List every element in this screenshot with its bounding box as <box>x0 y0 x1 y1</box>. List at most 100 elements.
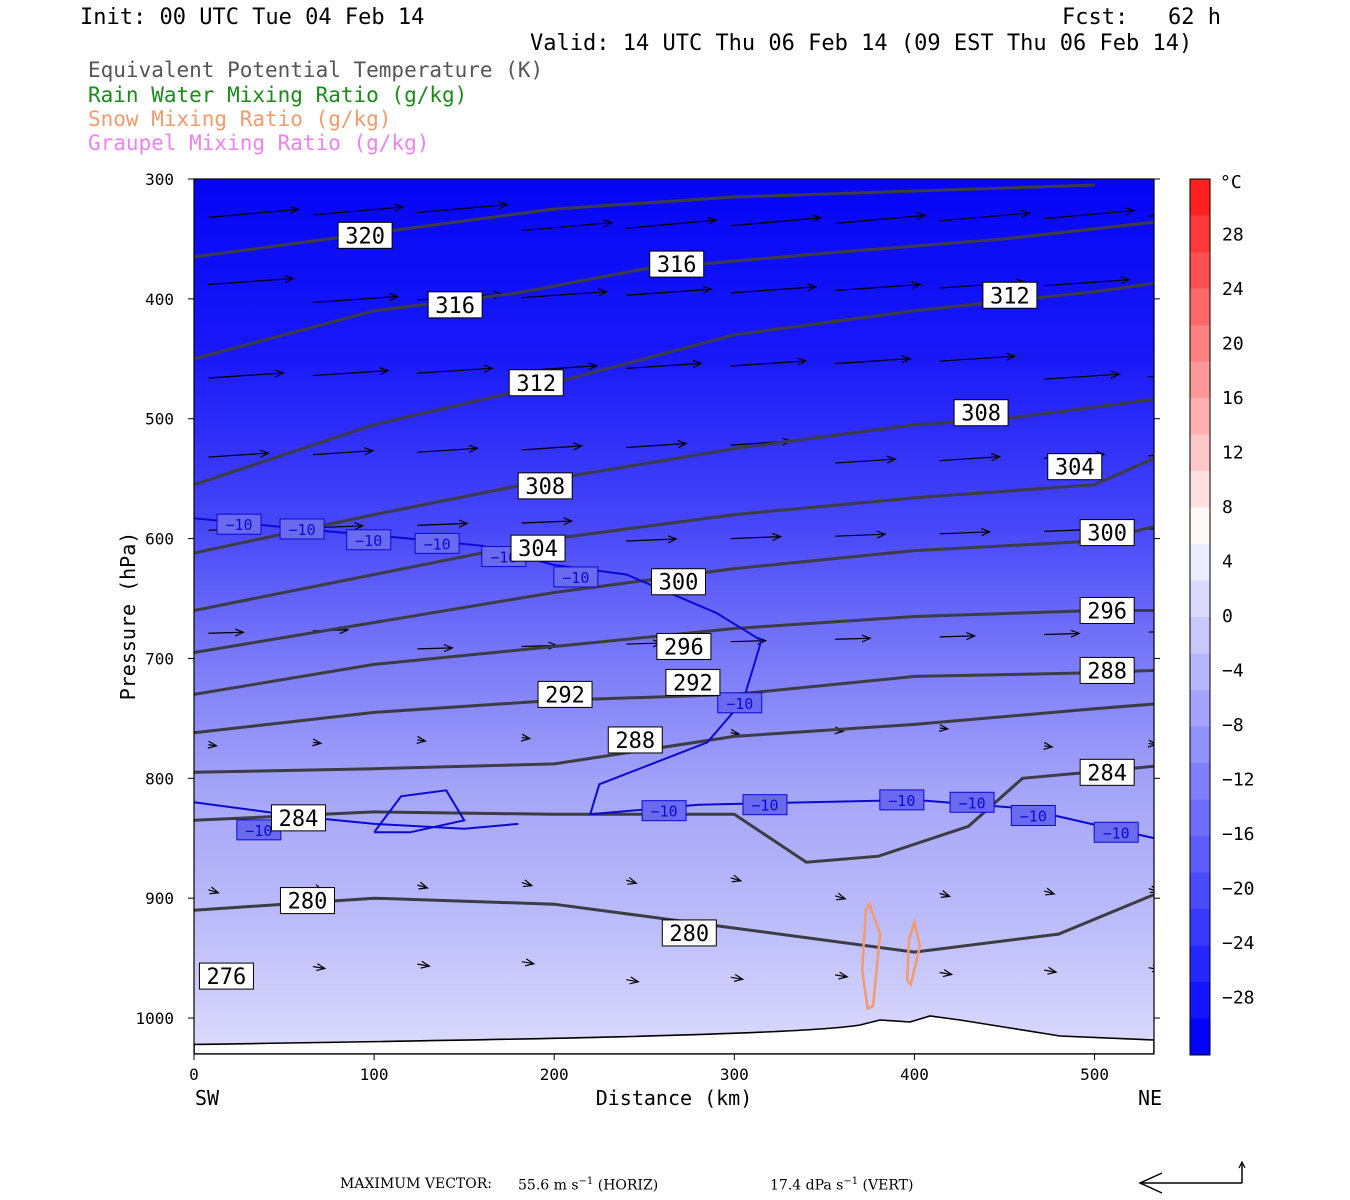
wind-vector <box>939 212 1030 222</box>
colorbar-swatch <box>1190 252 1210 289</box>
colorbar-swatch <box>1190 471 1210 508</box>
wind-vector-head <box>677 439 688 449</box>
wind-vector-head <box>209 886 220 895</box>
wind-vector <box>521 221 612 232</box>
wind-vector-head <box>524 958 536 967</box>
wind-vector <box>835 637 871 640</box>
wind-vector-head <box>603 219 614 228</box>
isotherm-label: −10 <box>355 532 382 550</box>
wind-vector-head <box>702 285 713 294</box>
field-graupel: Graupel Mixing Ratio (g/kg) <box>88 131 430 155</box>
colorbar-tick-label: −4 <box>1222 661 1244 682</box>
colorbar-swatch <box>1190 982 1210 1019</box>
theta-e-label: 312 <box>516 372 556 397</box>
theta-e-label-box <box>651 568 707 596</box>
init-time: Init: 00 UTC Tue 04 Feb 14 <box>80 5 425 30</box>
wind-vector-head <box>916 212 927 221</box>
wind-vector-head <box>416 735 427 744</box>
vert-value: 17.4 dPa s <box>770 1177 844 1194</box>
theta-e-label-box <box>537 680 593 708</box>
colorbar-swatch <box>1190 690 1210 727</box>
theta-e-label: 320 <box>345 224 385 249</box>
wind-vector-head <box>458 519 469 528</box>
colorbar-swatch <box>1190 799 1210 837</box>
wind-vector-head <box>733 973 745 982</box>
colorbar-swatch <box>1190 398 1210 435</box>
wind-vector <box>626 979 639 983</box>
theta-e-label-box <box>279 887 335 915</box>
colorbar-frame <box>1189 178 1211 1056</box>
minus10-isotherm-loop <box>373 789 466 834</box>
theta-e-label: 316 <box>435 294 475 319</box>
wind-vector-head <box>498 201 509 210</box>
wind-vector <box>312 206 403 216</box>
x-tick-label: 0 <box>189 1065 199 1084</box>
wind-vector <box>417 963 430 967</box>
colorbar-tick-label: 8 <box>1222 497 1233 518</box>
wind-vector-head <box>443 644 454 653</box>
wind-vector-head <box>1215 369 1224 376</box>
theta-e-label: 296 <box>664 635 704 660</box>
theta-e-contour-312 <box>194 281 1154 487</box>
theta-e-label: 280 <box>669 922 709 947</box>
wind-vector <box>730 360 806 367</box>
y-axis-title: Pressure (hPa) <box>116 532 140 701</box>
wind-vector-head <box>274 369 285 378</box>
isotherm-label-box <box>949 791 995 813</box>
theta-e-label: 300 <box>659 571 699 596</box>
minus10-isotherm-low <box>194 801 519 830</box>
wind-vector <box>626 288 712 296</box>
wind-vector-head <box>836 892 847 901</box>
wind-vector-head <box>797 357 808 366</box>
vert-sup: −1 <box>843 1176 859 1187</box>
wind-vector <box>312 965 325 970</box>
wind-vector <box>939 892 950 897</box>
theta-e-contour-284 <box>194 764 1154 864</box>
wind-vector <box>730 877 741 882</box>
wind-vector <box>626 219 717 229</box>
wind-vector-head <box>563 517 574 526</box>
theta-e-label-box <box>427 291 483 319</box>
wind-vector <box>1044 632 1080 636</box>
wind-vector <box>835 458 896 464</box>
wind-vector-head <box>1110 370 1121 379</box>
theta-e-label: 312 <box>990 284 1030 309</box>
plot-frame <box>193 178 1155 1055</box>
colorbar-swatch <box>1190 325 1210 362</box>
theta-e-label: 288 <box>615 729 655 754</box>
wind-vector-head <box>1047 966 1058 975</box>
terrain <box>194 1015 1154 1054</box>
wind-vector <box>521 961 534 965</box>
plot-area: −10 −10−10 −10−10−10−10−10 −10 −10 −10−10−10−… <box>194 179 1239 1054</box>
wind-vector-head <box>838 971 849 980</box>
wind-vector-head <box>520 733 532 742</box>
wind-vector <box>939 355 1015 362</box>
colorbar-swatch <box>1190 434 1210 472</box>
colorbar-swatch <box>1190 872 1210 910</box>
wind-vector <box>521 291 607 299</box>
wind-vector-head <box>1005 352 1017 361</box>
colorbar-tick-label: 20 <box>1222 334 1244 355</box>
wind-vector-head <box>772 532 783 541</box>
isotherm-label: −10 <box>245 822 272 840</box>
snow-contour <box>905 917 922 988</box>
wind-vector <box>417 203 508 214</box>
wind-vector-head <box>1230 205 1239 212</box>
theta-e-label-box <box>953 399 1009 427</box>
wind-vector <box>1148 742 1154 745</box>
wind-vector-head <box>573 442 584 451</box>
theta-e-label: 284 <box>1087 761 1127 786</box>
wind-vector <box>835 357 911 365</box>
isotherm-label: −10 <box>959 794 986 812</box>
snow-contour <box>860 901 882 1011</box>
isotherm-label: −10 <box>424 535 451 553</box>
wind-vector-head <box>1120 276 1131 285</box>
colorbar-tick-label: 24 <box>1222 279 1244 300</box>
colorbar-tick-label: −28 <box>1222 988 1255 1009</box>
wind-vector <box>939 531 990 535</box>
wind-vector-head <box>981 528 992 537</box>
theta-e-label: 280 <box>288 890 328 915</box>
wind-vector-head <box>1125 207 1136 216</box>
plot-clip-group: −10 −10−10 −10−10−10−10−10 −10 −10 −10−10−10−… <box>194 179 1239 1054</box>
theta-e-label-box <box>649 250 705 278</box>
